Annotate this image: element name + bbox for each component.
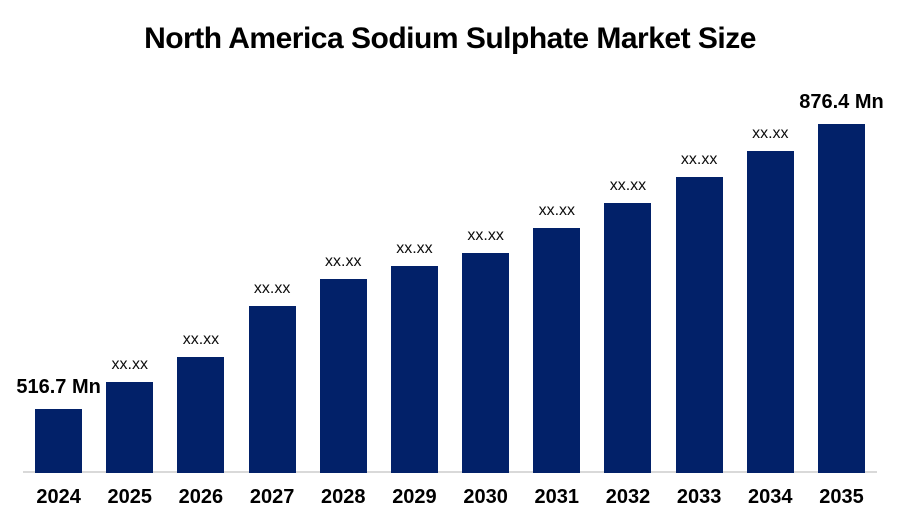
plot-area: 516.7 Mn xx.xx xx.xx xx.xx xx.xx xx.xx xx.xx xx… bbox=[16, 78, 884, 473]
x-tick-label-2029: 2029 bbox=[392, 486, 437, 508]
bar-value-label-2035: 876.4 Mn bbox=[799, 91, 884, 113]
bar-slot-2033: xx.xx bbox=[664, 152, 735, 473]
bar-slot-2027: xx.xx bbox=[237, 281, 308, 473]
x-axis-labels: 2024 2025 2026 2027 2028 2029 2030 2031 2032 2033… bbox=[23, 486, 877, 509]
bar-slot-2034: xx.xx bbox=[735, 126, 806, 473]
x-tick-label-2035: 2035 bbox=[819, 486, 864, 508]
bar-2030 bbox=[462, 253, 510, 473]
bar-2029 bbox=[390, 266, 438, 473]
x-tick-label-2034: 2034 bbox=[748, 486, 793, 508]
bar-2035 bbox=[817, 124, 865, 473]
chart-title: North America Sodium Sulphate Market Siz… bbox=[144, 22, 756, 55]
bar-slot-2026: xx.xx bbox=[165, 332, 236, 473]
x-tick-label-2028: 2028 bbox=[321, 486, 366, 508]
x-axis-line bbox=[23, 470, 877, 473]
bar-2026 bbox=[177, 357, 225, 473]
bar-2025 bbox=[106, 382, 154, 473]
bar-value-label-2031: xx.xx bbox=[538, 202, 576, 219]
x-tick-label-2033: 2033 bbox=[676, 486, 722, 508]
bar-value-label-2024: 516.7 Mn bbox=[16, 376, 101, 398]
bar-2028 bbox=[319, 279, 367, 473]
bar-slot-2029: xx.xx bbox=[379, 241, 450, 473]
bar-2027 bbox=[248, 306, 296, 473]
x-tick-label-2032: 2032 bbox=[605, 486, 651, 508]
bar-slot-2025: xx.xx bbox=[94, 357, 165, 473]
x-tick-label-2030: 2030 bbox=[463, 486, 508, 508]
x-tick-label-2026: 2026 bbox=[178, 486, 224, 508]
bar-slot-2028: xx.xx bbox=[308, 254, 379, 473]
bar-value-label-2030: xx.xx bbox=[467, 227, 504, 244]
x-tick-label-2025: 2025 bbox=[107, 486, 153, 508]
bar-value-label-2028: xx.xx bbox=[325, 253, 362, 270]
bar-value-label-2027: xx.xx bbox=[253, 280, 291, 297]
bar-2024 bbox=[35, 409, 83, 473]
bar-value-label-2032: xx.xx bbox=[609, 177, 647, 194]
bar-2031 bbox=[533, 228, 581, 473]
bar-value-label-2029: xx.xx bbox=[396, 240, 433, 257]
bar-2034 bbox=[746, 151, 794, 473]
x-tick-label-2031: 2031 bbox=[534, 486, 580, 508]
bars-row: 516.7 Mn xx.xx xx.xx xx.xx xx.xx xx.xx xx.xx xx… bbox=[16, 78, 884, 473]
bar-slot-2035: 876.4 Mn bbox=[799, 92, 884, 473]
bar-2032 bbox=[604, 203, 652, 473]
bar-slot-2030: xx.xx bbox=[450, 228, 521, 473]
bar-value-label-2025: xx.xx bbox=[111, 356, 148, 373]
bar-slot-2031: xx.xx bbox=[521, 203, 592, 473]
bar-2033 bbox=[675, 177, 723, 473]
bar-value-label-2026: xx.xx bbox=[182, 331, 220, 348]
bar-value-label-2033: xx.xx bbox=[680, 151, 718, 168]
x-tick-label-2027: 2027 bbox=[249, 486, 295, 508]
bar-slot-2032: xx.xx bbox=[592, 178, 663, 473]
bar-slot-2024: 516.7 Mn bbox=[16, 377, 101, 473]
bar-value-label-2034: xx.xx bbox=[752, 125, 789, 142]
x-tick-label-2024: 2024 bbox=[36, 486, 81, 508]
